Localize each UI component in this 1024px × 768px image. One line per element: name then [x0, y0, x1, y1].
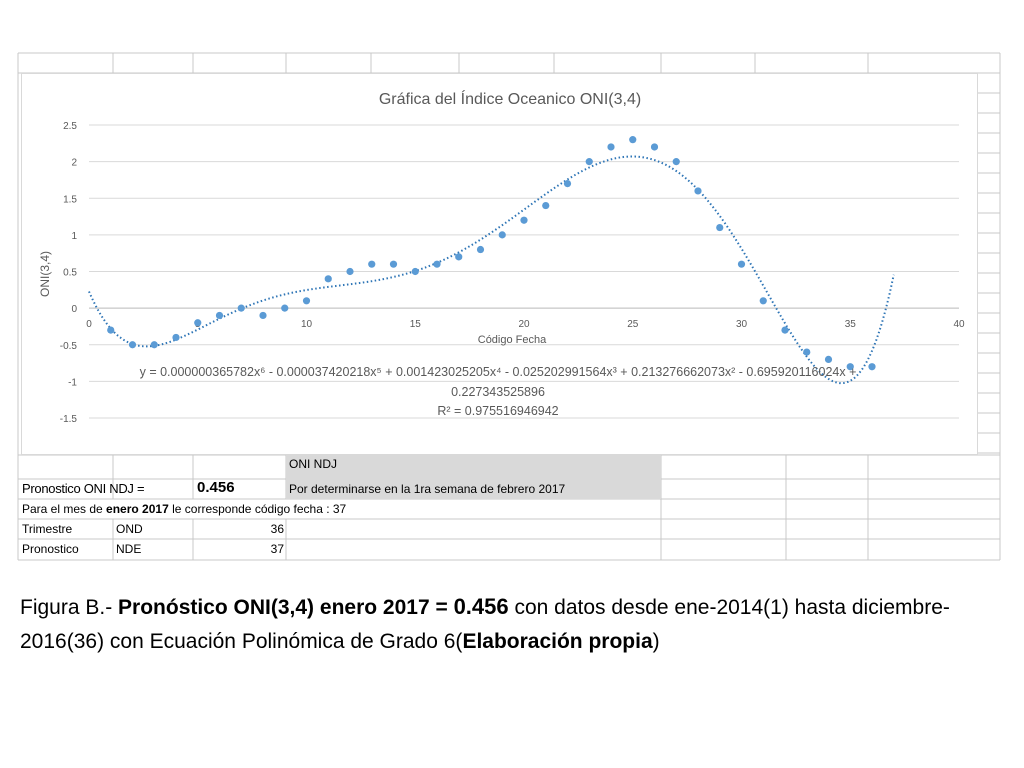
x-tick-label: 25 [627, 319, 639, 330]
data-point [302, 297, 311, 305]
x-tick-label: 15 [410, 319, 422, 330]
data-point [498, 231, 506, 239]
data-point [389, 260, 398, 268]
y-axis-title: ONI(3,4) [38, 251, 52, 297]
y-tick-label: 0 [71, 304, 77, 315]
x-tick-label: 0 [86, 319, 92, 330]
data-point [215, 311, 224, 320]
caption-lead: Figura B.- [20, 596, 119, 619]
data-point [346, 267, 354, 276]
data-point [737, 260, 746, 268]
caption-end: ) [652, 630, 660, 653]
data-point [759, 297, 767, 305]
data-point [846, 363, 854, 371]
data-point [803, 348, 811, 356]
data-point [194, 319, 202, 327]
figure-caption: Figura B.- Pronóstico ONI(3,4) enero 201… [20, 590, 1010, 659]
pronostico-value: 0.456 [197, 479, 235, 496]
trend-r-squared: R² = 0.975516946942 [437, 404, 558, 418]
data-point [650, 143, 659, 151]
trend-equation-line-2: 0.227343525896 [451, 385, 545, 399]
por-determinarse: Por determinarse en la 1ra semana de feb… [289, 482, 566, 496]
data-point [629, 136, 637, 144]
data-point [585, 158, 593, 166]
data-point [694, 187, 702, 195]
data-point [824, 355, 833, 363]
caption-rest: con datos desde ene-2014(1) hasta diciem… [20, 596, 950, 653]
trimestre-value: 36 [270, 522, 284, 536]
data-point [411, 267, 419, 276]
chart-title: Gráfica del Índice Oceanico ONI(3,4) [379, 89, 641, 108]
data-point [259, 311, 267, 320]
mes-line-bold: enero 2017 [106, 502, 169, 516]
data-point [172, 333, 180, 342]
y-tick-label: 0.5 [63, 268, 77, 279]
data-point [672, 158, 680, 166]
data-point [868, 363, 876, 371]
oni-chart: -1.5-1-0.500.511.522.5 0510152025303540 … [38, 89, 965, 425]
trendline [88, 155, 895, 385]
trimestre-code: OND [116, 522, 143, 536]
chart-area: -1.5-1-0.500.511.522.5 0510152025303540 … [21, 73, 978, 455]
data-point [716, 223, 724, 232]
pronostico-row-value: 37 [270, 542, 284, 556]
data-point [128, 341, 137, 349]
y-tick-label: -1.5 [60, 414, 78, 425]
oni-ndj-header: ONI NDJ [289, 457, 337, 471]
data-point [324, 275, 332, 283]
y-tick-label: -0.5 [60, 341, 78, 352]
data-point [433, 260, 441, 268]
data-point [781, 326, 789, 334]
mes-line-a: Para el mes de [22, 502, 107, 516]
caption-bold1: Pronóstico ONI(3,4) enero 2017 = [118, 596, 454, 619]
x-axis-title: Código Fecha [478, 334, 547, 346]
y-tick-label: 2.5 [63, 121, 77, 132]
pronostico-label: Pronostico ONI NDJ = [22, 481, 145, 496]
data-point [281, 304, 289, 312]
trend-equation-line-1: y = 0.000000365782x⁶ - 0.000037420218x⁵ … [140, 365, 857, 379]
pronostico-row-code: NDE [116, 542, 142, 556]
data-point [107, 326, 115, 334]
caption-value: 0.456 [453, 594, 509, 619]
y-tick-label: 2 [71, 158, 77, 169]
data-point [237, 304, 245, 312]
data-point [455, 253, 463, 261]
oni-ndj-header-fill [286, 455, 661, 499]
data-point [563, 180, 572, 188]
data-point [368, 260, 376, 268]
x-tick-label: 10 [301, 319, 313, 330]
x-tick-label: 30 [736, 319, 748, 330]
x-tick-label: 20 [518, 319, 530, 330]
x-tick-label: 35 [845, 319, 857, 330]
x-tick-label: 40 [953, 319, 965, 330]
pronostico-row-label: Pronostico [22, 542, 79, 556]
trimestre-label: Trimestre [22, 522, 73, 536]
mes-line-b: le corresponde código fecha : 37 [168, 502, 347, 516]
data-point [607, 143, 615, 151]
data-point [542, 201, 550, 210]
mes-code-line: Para el mes de enero 2017 le corresponde… [22, 500, 346, 519]
data-point [520, 216, 528, 224]
caption-bold2: Elaboración propia [462, 630, 653, 653]
y-tick-label: -1 [68, 377, 77, 388]
data-point [150, 341, 158, 349]
y-tick-label: 1.5 [63, 194, 77, 205]
data-point [476, 245, 485, 254]
y-tick-label: 1 [71, 231, 77, 242]
